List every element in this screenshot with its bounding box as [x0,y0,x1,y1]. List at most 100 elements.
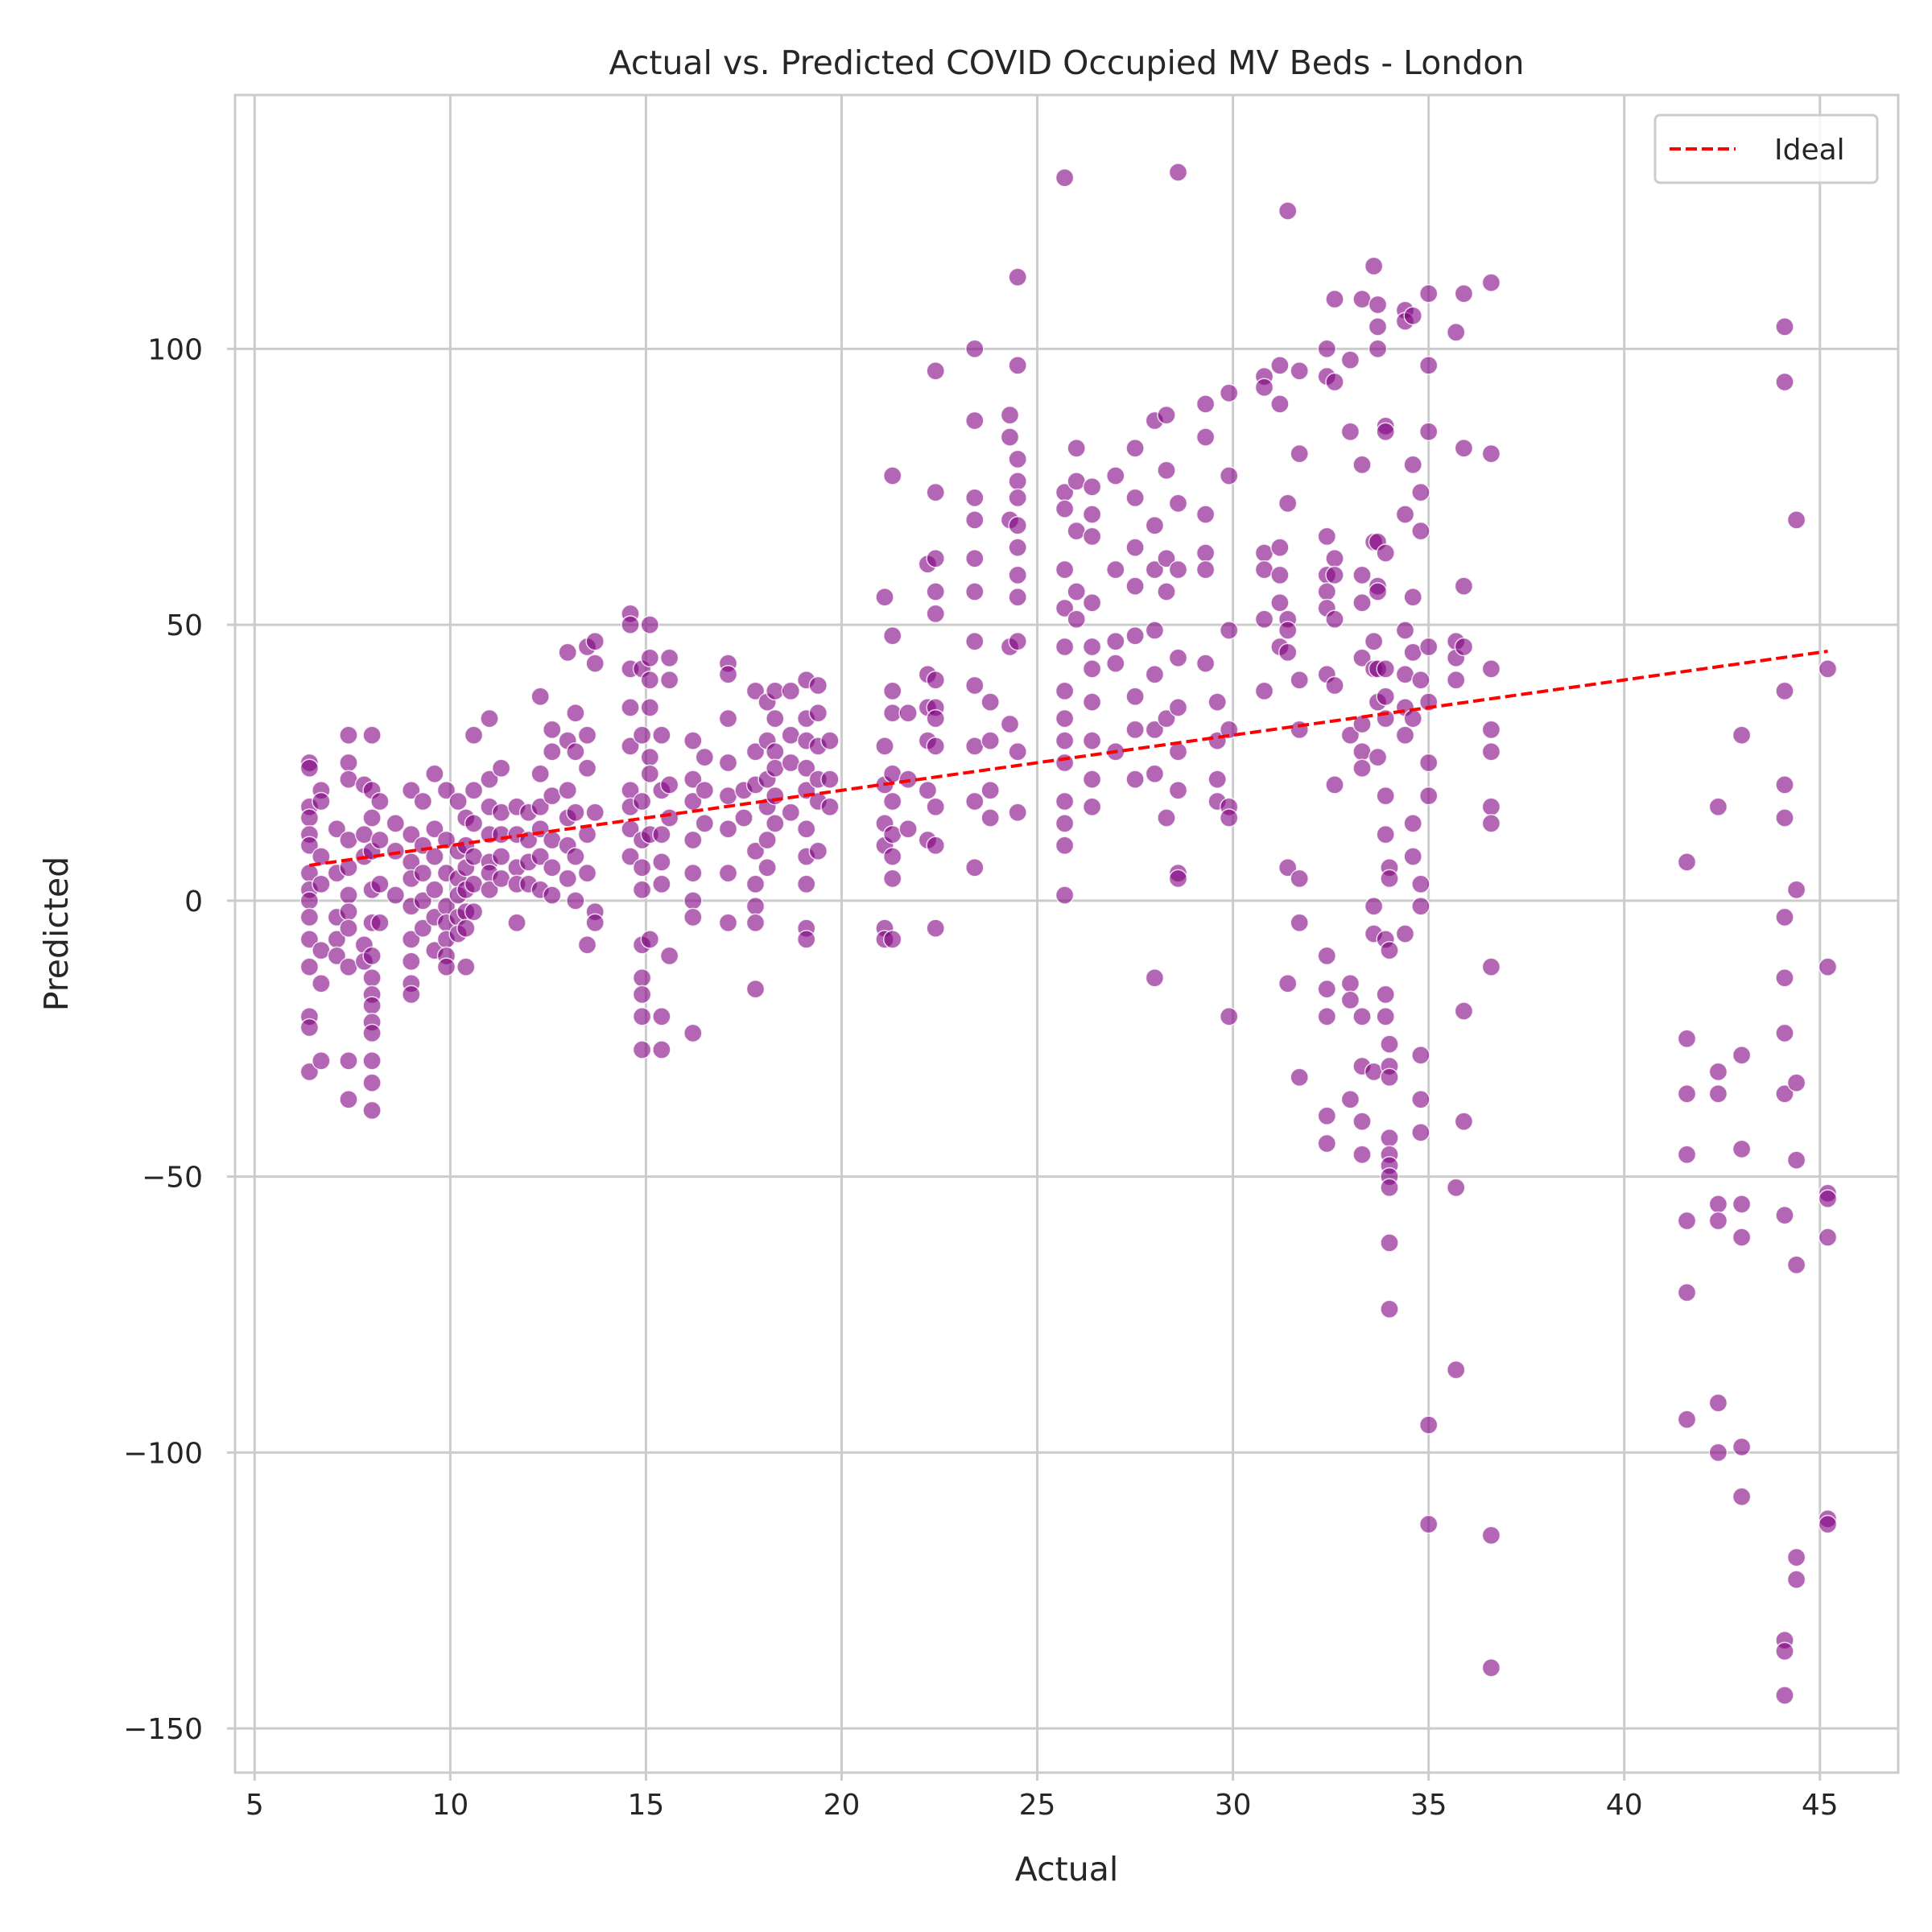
scatter-point [1403,814,1422,833]
scatter-point [543,886,562,905]
scatter-point [299,891,320,910]
scatter-point [632,857,652,877]
scatter-point [1786,1547,1806,1567]
scatter-point [980,808,1000,828]
scatter-point [1446,1178,1466,1198]
scatter-point [718,863,738,883]
scatter-point [1395,621,1415,640]
scatter-point [1290,913,1309,933]
scatter-point [1403,847,1422,866]
scatter-point [1157,405,1176,425]
x-tick-label: 5 [246,1789,264,1822]
scatter-point [1082,526,1102,547]
scatter-point [413,919,433,938]
scatter-point [632,1007,652,1026]
scatter-point [362,725,382,745]
y-tick-label: 100 [147,333,203,366]
scatter-point [1125,488,1145,508]
scatter-point [1055,681,1075,701]
scatter-point [339,886,358,905]
scatter-point [1168,559,1188,580]
scatter-point [766,742,785,762]
scatter-point [413,863,433,883]
scatter-point [1157,460,1176,480]
scatter-point [820,731,840,750]
scatter-point [1325,549,1344,568]
scatter-point [1145,968,1165,988]
scatter-point [640,670,660,690]
scatter-point [507,913,526,933]
scatter-point [1677,1282,1697,1302]
scatter-point [1380,1034,1399,1054]
scatter-point [1278,201,1298,221]
scatter-point [926,919,945,938]
scatter-point [980,731,1000,750]
scatter-point [1082,770,1102,789]
scatter-point [1082,797,1102,817]
scatter-point [312,847,331,866]
scatter-point [480,770,499,789]
scatter-point [1775,681,1794,701]
scatter-point [1106,654,1125,673]
scatter-point [299,930,320,949]
scatter-point [1168,781,1188,800]
scatter-point [530,847,550,866]
x-tick-label: 45 [1802,1789,1839,1822]
scatter-point [1786,510,1806,530]
scatter-point [808,675,828,696]
scatter-point [1446,323,1466,342]
scatter-point [491,758,511,778]
scatter-point [1708,797,1728,817]
scatter-point [683,863,703,883]
scatter-point [1082,692,1102,712]
scatter-point [1082,731,1102,750]
scatter-point [1008,515,1027,535]
scatter-point [362,1073,382,1092]
scatter-point [1008,565,1027,585]
scatter-point [1317,582,1337,601]
scatter-point [566,742,585,762]
scatter-point [926,836,945,856]
scatter-point [413,791,433,811]
ideal-line-layer [309,650,1828,867]
scatter-point [1677,1029,1697,1049]
y-tick-label: 50 [166,609,203,642]
scatter-point [683,1023,703,1043]
scatter-point [1352,1007,1372,1026]
scatter-point [1168,742,1188,762]
scatter-point [1278,857,1298,877]
scatter-point [1195,505,1216,524]
scatter-point [980,692,1000,712]
scatter-point [1278,973,1298,993]
scatter-point [766,708,785,729]
scatter-point [1195,654,1216,673]
scatter-point [1775,808,1794,828]
scatter-point [464,781,484,800]
scatter-point [1380,1299,1399,1319]
scatter-point [1786,1073,1806,1092]
scatter-point [1380,940,1399,960]
x-axis-label: Actual [1015,1850,1118,1889]
scatter-point [1732,1487,1752,1506]
scatter-point [558,642,577,663]
scatter-point [1454,1112,1474,1131]
scatter-point [1340,350,1360,369]
scatter-point [1775,317,1794,336]
scatter-point [1454,284,1474,303]
scatter-point [1195,543,1216,563]
scatter-point [1818,1514,1838,1534]
scatter-point [362,1100,382,1121]
scatter-point [1352,592,1372,613]
scatter-point [1270,394,1290,414]
scatter-point [718,708,738,729]
scatter-point [1481,797,1501,817]
scatter-point [1290,444,1309,464]
scatter-point [745,874,766,894]
scatter-point [1082,592,1102,613]
scatter-point [796,874,816,894]
scatter-point [370,874,390,894]
scatter-point [1708,1062,1728,1082]
scatter-point [1325,289,1344,309]
scatter-point [1818,1228,1838,1247]
